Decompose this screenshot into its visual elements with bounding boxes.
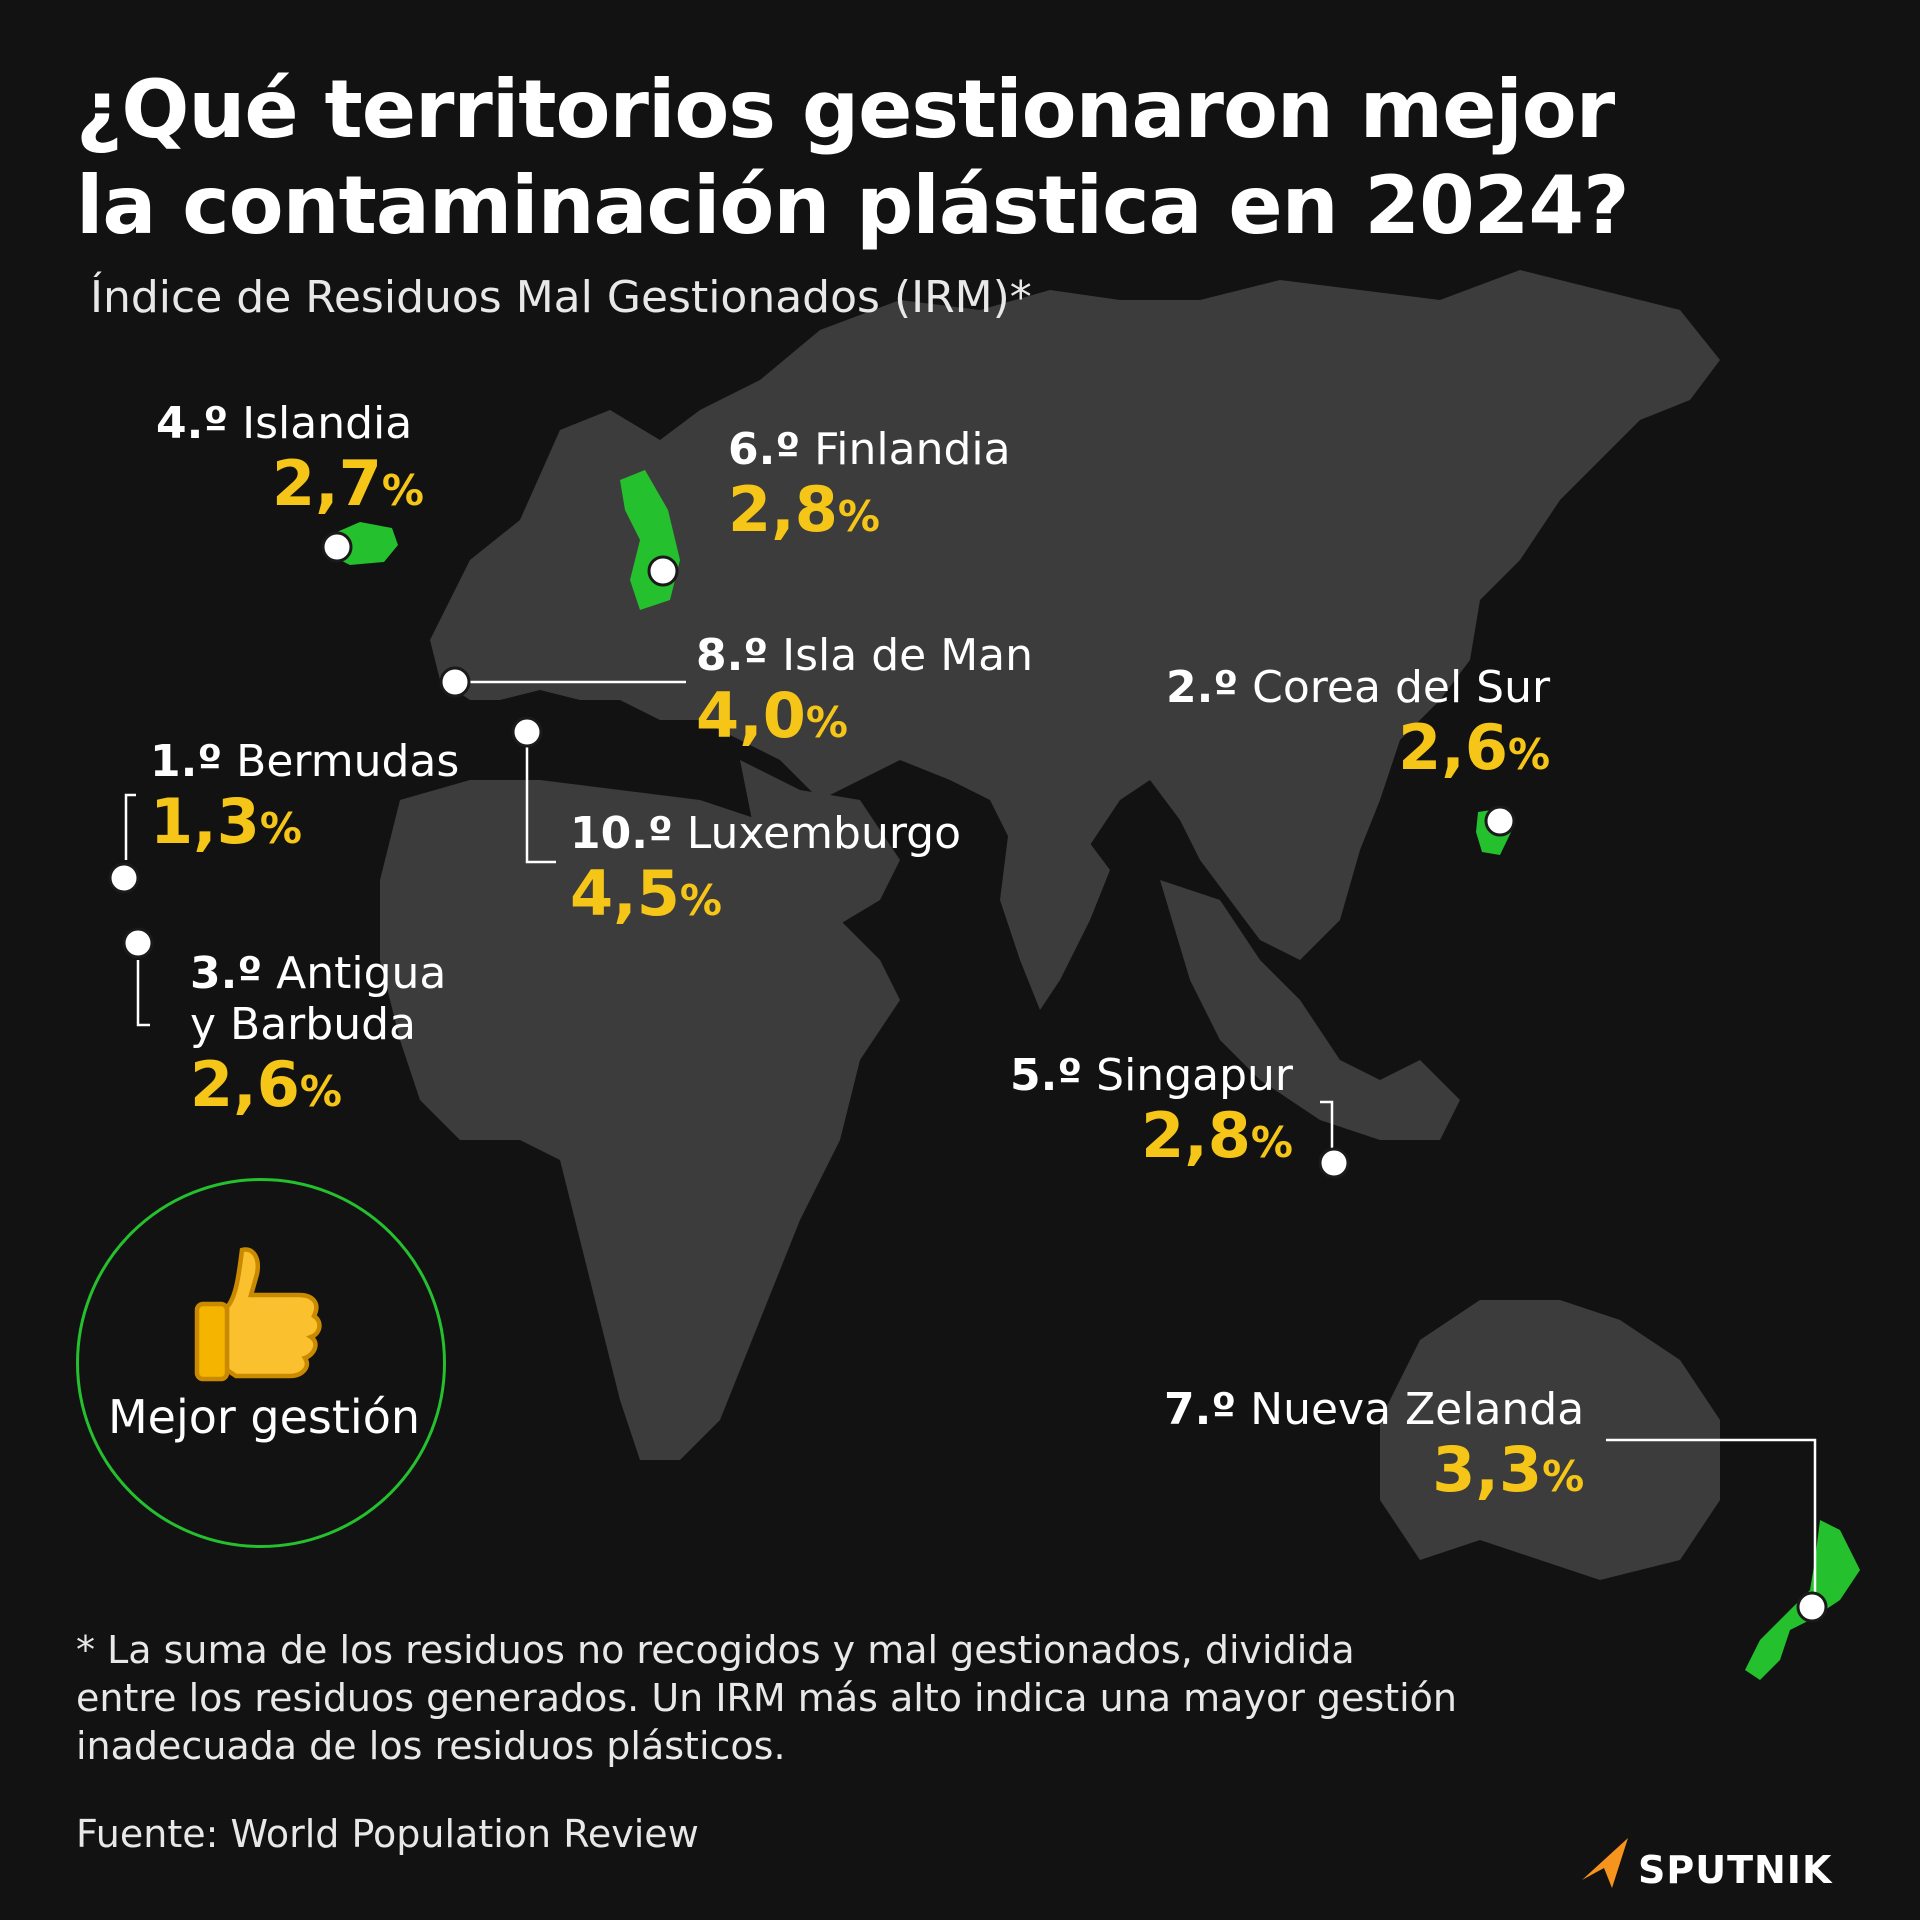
irm-value: 3,3	[1432, 1433, 1543, 1506]
new-zealand-dot	[1796, 1591, 1828, 1623]
luxembourg-dot	[511, 716, 543, 748]
logo-text: SPUTNIK	[1638, 1848, 1833, 1892]
australia-landmass	[1380, 1300, 1720, 1580]
india-landmass	[1000, 820, 1110, 1010]
percent-sign: %	[1250, 1118, 1293, 1167]
territory-name: Singapur	[1096, 1050, 1293, 1101]
label-finlandia: 6.º Finlandia 2,8%	[728, 424, 1011, 552]
irm-value: 4,0	[696, 679, 806, 752]
label-antigua-y-barbuda: 3.º Antigua y Barbuda 2,6%	[190, 948, 446, 1127]
percent-sign: %	[679, 876, 722, 925]
leader-lines	[124, 680, 1817, 1605]
africa-landmass	[380, 780, 900, 1460]
rank-number: 1.º	[150, 736, 223, 787]
sputnik-logo-icon	[1582, 1838, 1628, 1888]
label-luxemburgo: 10.º Luxemburgo 4,5%	[570, 808, 961, 936]
percent-sign: %	[1507, 730, 1551, 779]
label-nueva-zelanda: 7.º Nueva Zelanda 3,3%	[1164, 1384, 1584, 1512]
location-dots	[108, 531, 1828, 1623]
territory-name: Luxemburgo	[686, 808, 961, 859]
landmass	[380, 270, 1720, 1580]
territory-name: Islandia	[242, 398, 413, 449]
territory-name: Finlandia	[814, 424, 1011, 475]
rank-number: 8.º	[696, 630, 769, 681]
percent-sign: %	[805, 698, 848, 747]
irm-value: 2,6	[1398, 711, 1508, 784]
irm-value: 4,5	[570, 857, 680, 930]
antigua-leader	[136, 960, 150, 1027]
new-zealand-leader	[1606, 1438, 1817, 1605]
label-singapur: 5.º Singapur 2,8%	[1010, 1050, 1293, 1178]
south-korea-dot	[1484, 805, 1516, 837]
label-isla-de-man: 8.º Isla de Man 4,0%	[696, 630, 1033, 758]
territory-name: Nueva Zelanda	[1250, 1384, 1585, 1435]
title-line-1: ¿Qué territorios gestionaron mejor	[76, 63, 1615, 156]
irm-value: 1,3	[150, 785, 260, 858]
rank-number: 5.º	[1010, 1050, 1083, 1101]
label-bermudas: 1.º Bermudas 1,3%	[150, 736, 459, 864]
percent-sign: %	[381, 466, 424, 515]
rank-number: 10.º	[570, 808, 673, 859]
irm-value: 2,6	[190, 1048, 300, 1121]
rank-number: 3.º	[190, 948, 263, 999]
rank-number: 4.º	[156, 398, 229, 449]
rank-number: 6.º	[728, 424, 801, 475]
best-management-badge	[76, 1178, 446, 1548]
rank-number: 2.º	[1166, 662, 1239, 713]
label-islandia: 4.º Islandia 2,7%	[156, 398, 424, 526]
iceland-dot	[321, 531, 353, 563]
page-title: ¿Qué territorios gestionaron mejor la co…	[76, 62, 1876, 254]
territory-name: Bermudas	[236, 736, 460, 787]
scandinavia-landmass	[560, 450, 640, 600]
bermuda-leader	[124, 793, 136, 860]
thumbs-up-icon	[194, 1247, 322, 1382]
percent-sign: %	[259, 804, 302, 853]
footnote: * La suma de los residuos no recogidos y…	[76, 1626, 1576, 1770]
percent-sign: %	[1542, 1452, 1585, 1501]
territory-name: Corea del Sur	[1252, 662, 1551, 713]
irm-value: 2,8	[1141, 1099, 1251, 1172]
southeast-asia-landmass	[1160, 880, 1460, 1140]
territory-name: Antigua	[276, 948, 447, 999]
singapore-dot	[1318, 1147, 1350, 1179]
singapore-leader	[1320, 1100, 1334, 1150]
source-credit: Fuente: World Population Review	[76, 1812, 699, 1856]
finland-dot	[647, 555, 679, 587]
percent-sign: %	[299, 1067, 342, 1116]
title-line-2: la contaminación plástica en 2024?	[76, 159, 1629, 252]
antigua-dot	[122, 927, 154, 959]
territory-name-line-2: y Barbuda	[190, 999, 416, 1050]
irm-value: 2,7	[272, 447, 382, 520]
bermuda-dot	[108, 862, 140, 894]
footnote-line-2: entre los residuos generados. Un IRM más…	[76, 1676, 1457, 1720]
badge-label: Mejor gestión	[107, 1390, 421, 1444]
footnote-line-3: inadecuada de los residuos plásticos.	[76, 1724, 786, 1768]
rank-number: 7.º	[1164, 1384, 1237, 1435]
luxembourg-leader	[525, 732, 556, 864]
territory-name: Isla de Man	[782, 630, 1034, 681]
subtitle: Índice de Residuos Mal Gestionados (IRM)…	[90, 272, 1032, 323]
isle-of-man-dot	[439, 666, 471, 698]
percent-sign: %	[837, 492, 880, 541]
eurasia-landmass	[430, 270, 1720, 960]
irm-value: 2,8	[728, 473, 838, 546]
label-corea-del-sur: 2.º Corea del Sur 2,6%	[1166, 662, 1550, 790]
footnote-line-1: * La suma de los residuos no recogidos y…	[76, 1628, 1355, 1672]
